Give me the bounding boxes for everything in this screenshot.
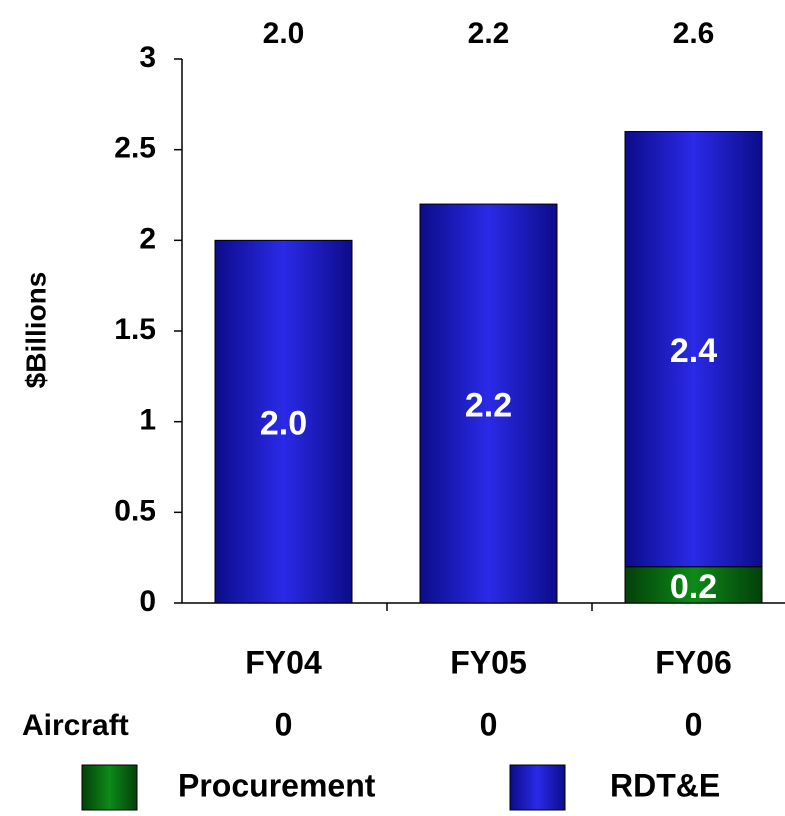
- aircraft-value: 0: [685, 706, 703, 742]
- y-axis-label: $Billions: [20, 272, 51, 389]
- bar-segment: [624, 566, 763, 604]
- legend-swatch: [509, 764, 566, 811]
- x-tick-label: FY04: [245, 644, 322, 680]
- x-tick-label: FY06: [655, 644, 731, 680]
- y-tick-label: 1: [139, 404, 156, 437]
- y-tick-label: 2: [139, 222, 156, 255]
- total-label: 2.2: [468, 17, 510, 50]
- y-tick-label: 0.5: [114, 494, 156, 527]
- aircraft-value: 0: [275, 706, 293, 742]
- y-tick-label: 2.5: [114, 132, 156, 165]
- legend-swatch: [81, 764, 138, 811]
- legend-label: RDT&E: [610, 767, 720, 803]
- legend-label: Procurement: [178, 767, 376, 803]
- bar-segment: [214, 239, 353, 604]
- data-label: 2.0: [260, 405, 307, 443]
- total-label: 2.6: [673, 17, 715, 50]
- y-tick-label: 0: [139, 585, 156, 618]
- y-tick-label: 3: [139, 41, 156, 74]
- data-label: 2.4: [670, 332, 717, 370]
- bar-segment: [419, 203, 558, 604]
- data-label: 2.2: [465, 387, 512, 425]
- data-label: 0.2: [670, 568, 717, 606]
- aircraft-value: 0: [480, 706, 498, 742]
- aircraft-label: Aircraft: [22, 709, 129, 742]
- total-label: 2.0: [263, 17, 305, 50]
- y-tick-label: 1.5: [114, 313, 156, 346]
- x-tick-label: FY05: [450, 644, 526, 680]
- bar-segment: [624, 131, 763, 568]
